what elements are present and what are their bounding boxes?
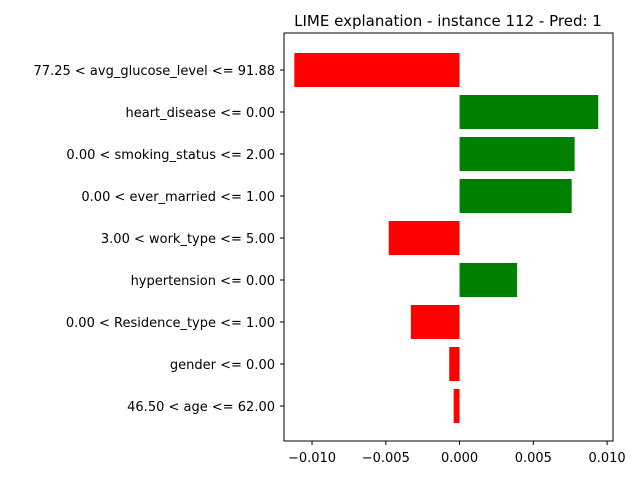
bar-3 [459,179,572,213]
x-tick-label: −0.010 [288,451,336,466]
y-tick-label: hypertension <= 0.00 [131,274,275,289]
chart-title: LIME explanation - instance 112 - Pred: … [294,12,602,30]
y-tick-label: 0.00 < ever_married <= 1.00 [81,190,275,205]
y-tick-group: 77.25 < avg_glucose_level <= 91.88 heart_… [34,64,284,415]
bar-1 [459,95,599,129]
y-tick-label: 3.00 < work_type <= 5.00 [101,232,275,247]
bar-6 [410,305,460,339]
x-tick-group: −0.010 −0.005 0.000 0.005 0.010 [288,441,626,466]
bar-0 [294,53,460,87]
y-tick-label: 46.50 < age <= 62.00 [127,400,275,415]
bars-group [294,53,599,423]
plot-frame [283,32,614,442]
bar-5 [459,263,518,297]
y-tick-label: gender <= 0.00 [170,358,275,373]
x-tick-label: −0.005 [362,451,410,466]
y-tick-label: 77.25 < avg_glucose_level <= 91.88 [34,64,275,79]
y-tick-label: 0.00 < smoking_status <= 2.00 [66,148,275,163]
bar-2 [459,137,575,171]
x-tick-label: 0.000 [441,451,478,466]
y-tick-label: 0.00 < Residence_type <= 1.00 [66,316,275,331]
bar-7 [449,347,460,381]
bar-8 [453,389,460,423]
x-tick-label: 0.005 [515,451,552,466]
bar-4 [388,221,460,255]
x-tick-label: 0.010 [588,451,625,466]
y-tick-label: heart_disease <= 0.00 [125,106,275,121]
